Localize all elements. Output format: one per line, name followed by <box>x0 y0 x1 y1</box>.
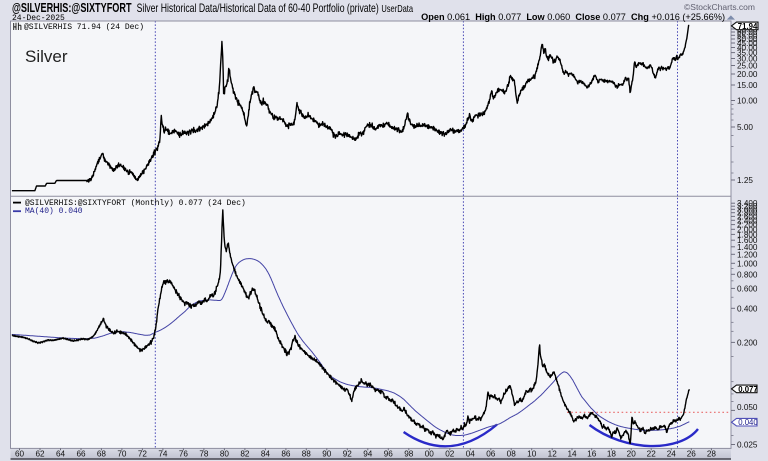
svg-text:50.00: 50.00 <box>737 35 758 44</box>
svg-text:10: 10 <box>527 450 537 459</box>
svg-text:1.200: 1.200 <box>737 250 758 259</box>
svg-text:0.050: 0.050 <box>737 403 758 412</box>
svg-text:82: 82 <box>240 450 250 459</box>
svg-text:02: 02 <box>445 450 455 459</box>
svg-text:12: 12 <box>548 450 558 459</box>
svg-text:76: 76 <box>179 450 189 459</box>
svg-text:60: 60 <box>15 450 25 459</box>
svg-text:64: 64 <box>56 450 66 459</box>
svg-text:62: 62 <box>35 450 45 459</box>
svg-text:0.077: 0.077 <box>738 385 758 394</box>
svg-text:1.000: 1.000 <box>737 259 758 268</box>
svg-text:84: 84 <box>261 450 271 459</box>
svg-text:20.00: 20.00 <box>737 70 758 79</box>
svg-text:06: 06 <box>486 450 496 459</box>
svg-text:80: 80 <box>220 450 230 459</box>
svg-text:92: 92 <box>343 450 353 459</box>
svg-text:86: 86 <box>281 450 291 459</box>
svg-text:14: 14 <box>567 450 577 459</box>
svg-text:30.00: 30.00 <box>737 55 758 64</box>
svg-text:2.400: 2.400 <box>737 216 758 225</box>
svg-text:90: 90 <box>322 450 332 459</box>
svg-text:45.00: 45.00 <box>737 39 758 48</box>
svg-text:40.00: 40.00 <box>737 44 758 53</box>
svg-text:3.200: 3.200 <box>737 202 758 211</box>
svg-text:72: 72 <box>138 450 148 459</box>
svg-text:88: 88 <box>302 450 312 459</box>
svg-text:55.00: 55.00 <box>737 31 758 40</box>
svg-text:15.00: 15.00 <box>737 81 758 90</box>
svg-text:5.00: 5.00 <box>737 123 753 132</box>
svg-text:0.600: 0.600 <box>737 284 758 293</box>
svg-text:00: 00 <box>425 450 435 459</box>
svg-text:18: 18 <box>607 450 617 459</box>
svg-text:3.000: 3.000 <box>737 205 758 214</box>
svg-text:0.040: 0.040 <box>738 418 758 427</box>
svg-text:94: 94 <box>363 450 373 459</box>
svg-text:28: 28 <box>707 450 717 459</box>
svg-text:2.600: 2.600 <box>737 212 758 221</box>
svg-text:1.400: 1.400 <box>737 243 758 252</box>
svg-text:2.200: 2.200 <box>737 221 758 230</box>
svg-text:71.94: 71.94 <box>738 22 758 31</box>
svg-text:68: 68 <box>97 450 107 459</box>
svg-text:16: 16 <box>587 450 597 459</box>
svg-text:0.400: 0.400 <box>737 304 758 313</box>
svg-text:26: 26 <box>687 450 697 459</box>
svg-text:24: 24 <box>667 450 677 459</box>
svg-text:0.800: 0.800 <box>737 270 758 279</box>
svg-text:2.000: 2.000 <box>737 225 758 234</box>
svg-text:1.800: 1.800 <box>737 230 758 239</box>
svg-text:20: 20 <box>627 450 637 459</box>
svg-text:04: 04 <box>466 450 476 459</box>
svg-text:78: 78 <box>199 450 209 459</box>
svg-text:3.400: 3.400 <box>737 199 758 208</box>
svg-text:70: 70 <box>117 450 127 459</box>
svg-text:0.200: 0.200 <box>737 338 758 347</box>
svg-text:35.00: 35.00 <box>737 49 758 58</box>
svg-text:96: 96 <box>384 450 394 459</box>
svg-text:60.00: 60.00 <box>737 28 758 37</box>
svg-text:1.25: 1.25 <box>737 176 753 185</box>
svg-text:10.00: 10.00 <box>737 97 758 106</box>
svg-text:08: 08 <box>507 450 517 459</box>
svg-text:25.00: 25.00 <box>737 62 758 71</box>
svg-text:1.600: 1.600 <box>737 236 758 245</box>
svg-text:66: 66 <box>76 450 86 459</box>
svg-text:22: 22 <box>647 450 657 459</box>
svg-text:2.800: 2.800 <box>737 209 758 218</box>
svg-text:0.025: 0.025 <box>737 441 758 450</box>
svg-text:74: 74 <box>158 450 168 459</box>
svg-text:98: 98 <box>404 450 414 459</box>
